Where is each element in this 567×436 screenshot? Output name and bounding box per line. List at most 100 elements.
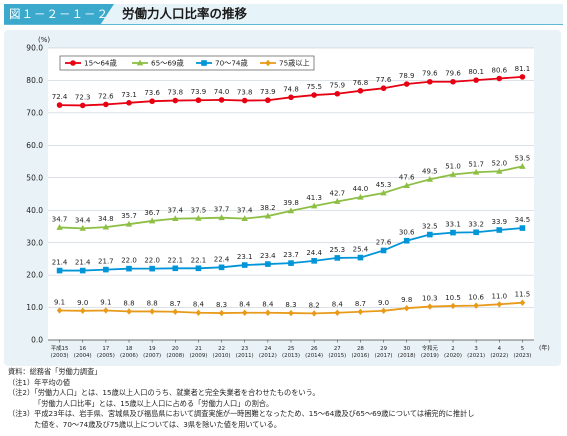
x-tick-label-year: (2016): [351, 353, 369, 359]
data-label: 10.5: [445, 294, 461, 302]
note-source: 資料：総務省「労働力調査」: [8, 367, 102, 376]
data-label: 30.6: [399, 229, 415, 237]
data-label: 8.7: [170, 300, 181, 308]
data-point: [496, 75, 503, 82]
data-point: [288, 309, 294, 317]
data-point: [265, 309, 271, 316]
series-3: 21.4 21.4 21.7 22.0 22.0 22.1 22.1 22.4 23.1 23.4…: [52, 216, 531, 274]
data-label: 73.6: [144, 89, 160, 97]
data-point: [149, 265, 155, 272]
data-point: [218, 97, 225, 103]
data-point: [403, 182, 410, 188]
x-tick-label-era: 令和元: [422, 344, 439, 352]
data-point: [380, 85, 387, 92]
y-tick-label: 40.0: [26, 206, 43, 215]
data-point: [519, 225, 526, 231]
data-label: 23.4: [260, 252, 276, 260]
data-point: [472, 168, 480, 175]
data-label: 72.3: [75, 93, 91, 101]
data-label: 25.4: [353, 246, 369, 254]
x-tick-label-year: (2013): [282, 353, 300, 359]
x-tick-label-era: 4: [498, 346, 502, 352]
x-tick-label-era: 21: [195, 346, 202, 352]
x-tick-label-year: (2021): [467, 353, 485, 359]
data-point: [334, 90, 341, 97]
data-point: [56, 224, 63, 230]
data-label: 11.0: [491, 292, 507, 300]
x-tick-label-era: 20: [172, 346, 179, 352]
x-tick-label-era: 平成15: [51, 344, 69, 352]
data-label: 37.4: [237, 207, 253, 215]
data-label: 21.4: [75, 259, 91, 267]
data-label: 8.4: [239, 301, 251, 309]
data-label: 79.6: [422, 70, 438, 78]
x-tick-label-year: (2015): [328, 353, 346, 359]
x-tick-label-era: 23: [241, 346, 248, 352]
data-label: 9.0: [378, 299, 389, 307]
x-tick-label-year: (2019): [421, 353, 439, 359]
x-tick-label-era: 18: [126, 346, 133, 352]
data-label: 73.8: [167, 89, 183, 97]
data-label: 52.0: [491, 159, 507, 167]
data-point: [70, 60, 76, 66]
data-label: 34.8: [98, 215, 114, 223]
data-label: 34.4: [75, 216, 91, 224]
data-label: 34.5: [515, 216, 531, 224]
x-tick-label-year: (2006): [120, 353, 138, 359]
data-point: [125, 220, 133, 227]
data-label: 53.5: [515, 154, 531, 162]
note-3-continued: た値を、70～74歳及び75歳以上については、3県を除いた値を用いている。: [34, 419, 282, 429]
x-tick-label-era: 16: [79, 346, 86, 352]
data-point: [241, 309, 248, 316]
data-point: [218, 214, 225, 221]
data-label: 22.4: [214, 255, 230, 263]
data-label: 38.2: [260, 204, 276, 212]
data-label: 37.7: [214, 206, 230, 214]
data-point: [357, 88, 364, 94]
x-tick-label-era: 24: [264, 346, 271, 352]
y-tick-label: 80.0: [26, 76, 43, 85]
data-point: [126, 308, 132, 315]
data-point: [136, 59, 144, 66]
data-point: [103, 101, 109, 108]
x-tick-label-year: (2020): [444, 353, 462, 359]
data-label: 25.3: [329, 246, 345, 254]
data-label: 73.9: [191, 88, 207, 96]
data-label: 33.2: [468, 220, 484, 228]
legend: 15～64歳 65～69歳 70～74歳 75歳以上: [59, 55, 315, 71]
data-label: 23.7: [283, 251, 299, 259]
data-point: [357, 193, 364, 200]
data-point: [519, 163, 526, 169]
data-point: [195, 214, 202, 221]
y-tick-label: 90.0: [26, 44, 43, 53]
data-label: 22.1: [191, 256, 207, 264]
footnotes: 資料：総務省「労働力調査」 （注1）年平均の値 （注2）「労働力人口」とは、15…: [8, 367, 563, 431]
x-tick-label-year: (2022): [490, 353, 508, 359]
y-tick-label: 10.0: [26, 303, 43, 312]
data-point: [172, 97, 179, 104]
data-label: 73.8: [237, 89, 253, 97]
data-point: [265, 59, 271, 67]
data-point: [473, 77, 479, 83]
data-point: [450, 229, 456, 236]
data-point: [79, 307, 86, 314]
x-tick-label-era: 30: [403, 346, 410, 352]
legend-item-4: 75歳以上: [279, 59, 310, 68]
figure-header: 図１－２－１－２ 労働力人口比率の推移: [4, 4, 563, 25]
data-point: [427, 78, 433, 85]
data-point: [288, 94, 294, 101]
x-tick-label-year: (2007): [143, 353, 161, 359]
data-label: 37.5: [191, 206, 207, 214]
data-point: [241, 97, 248, 104]
data-label: 32.5: [422, 223, 438, 231]
series-4: 9.1 9.0 9.1 8.8 8.8 8.7 8.4 8.3 8.4 8.4 8.3 8.2 8.4 8…: [54, 291, 530, 317]
data-point: [473, 229, 479, 236]
data-point: [334, 198, 341, 204]
data-label: 81.1: [515, 65, 531, 73]
data-point: [195, 97, 202, 104]
x-tick-label-era: 5: [521, 346, 524, 352]
data-label: 8.4: [262, 301, 274, 309]
data-point: [473, 302, 479, 309]
data-point: [172, 308, 179, 315]
